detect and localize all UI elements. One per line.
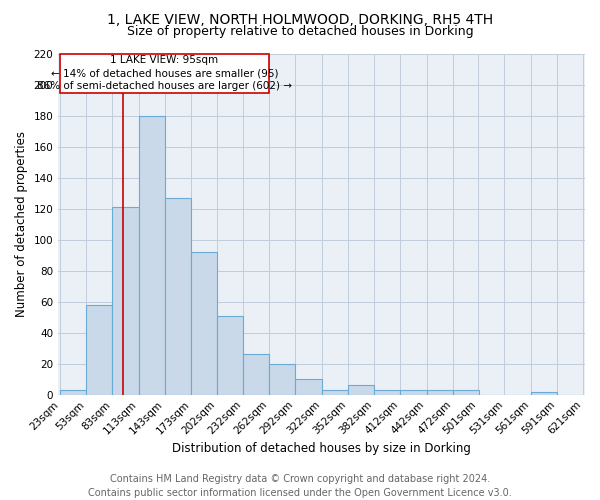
X-axis label: Distribution of detached houses by size in Dorking: Distribution of detached houses by size … bbox=[172, 442, 471, 455]
FancyBboxPatch shape bbox=[60, 54, 269, 92]
Text: ← 14% of detached houses are smaller (95): ← 14% of detached houses are smaller (95… bbox=[51, 68, 278, 78]
Bar bbox=[191, 252, 217, 394]
Text: Size of property relative to detached houses in Dorking: Size of property relative to detached ho… bbox=[127, 25, 473, 38]
Bar bbox=[165, 198, 191, 394]
Bar bbox=[453, 390, 479, 394]
Bar bbox=[427, 390, 453, 394]
Text: Contains HM Land Registry data © Crown copyright and database right 2024.
Contai: Contains HM Land Registry data © Crown c… bbox=[88, 474, 512, 498]
Bar bbox=[139, 116, 165, 394]
Bar bbox=[295, 379, 322, 394]
Bar bbox=[243, 354, 269, 395]
Bar bbox=[60, 390, 86, 394]
Bar bbox=[531, 392, 557, 394]
Text: 1, LAKE VIEW, NORTH HOLMWOOD, DORKING, RH5 4TH: 1, LAKE VIEW, NORTH HOLMWOOD, DORKING, R… bbox=[107, 12, 493, 26]
Y-axis label: Number of detached properties: Number of detached properties bbox=[15, 132, 28, 318]
Bar bbox=[86, 305, 112, 394]
Bar bbox=[112, 208, 139, 394]
Text: 1 LAKE VIEW: 95sqm: 1 LAKE VIEW: 95sqm bbox=[110, 56, 218, 66]
Bar bbox=[348, 386, 374, 394]
Bar bbox=[374, 390, 400, 394]
Bar bbox=[322, 390, 348, 394]
Text: 86% of semi-detached houses are larger (602) →: 86% of semi-detached houses are larger (… bbox=[37, 82, 292, 92]
Bar bbox=[400, 390, 427, 394]
Bar bbox=[217, 316, 243, 394]
Bar bbox=[269, 364, 295, 394]
